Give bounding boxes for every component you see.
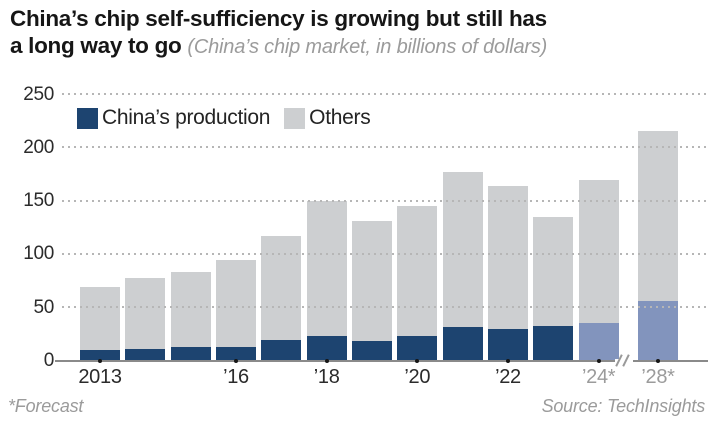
chart-header: China’s chip self-sufficiency is growing… — [10, 5, 706, 61]
gridline-150 — [62, 199, 707, 202]
bar-2013-others-segment — [80, 286, 120, 350]
gridline-250 — [62, 93, 707, 95]
bar-2021 — [442, 171, 483, 361]
bar-2019-china-production-segment — [351, 341, 392, 361]
bar-2019 — [351, 220, 392, 361]
bar-2018-china-production-segment — [306, 335, 347, 361]
x-tick-label-18: ’18 — [313, 366, 340, 388]
axis-tick-dot-20 — [415, 358, 420, 363]
gridline-200 — [62, 146, 707, 149]
bar-2016-china-production-segment — [215, 346, 256, 361]
bar-2017-others-segment — [261, 235, 302, 341]
chart-title-line2: a long way to go — [10, 33, 182, 58]
y-tick-label-250: 250 — [23, 83, 54, 105]
x-tick-label-22: ’22 — [495, 366, 521, 388]
chart-footer: *Forecast Source: TechInsights — [8, 396, 705, 417]
x-tick-label-2013: 2013 — [78, 366, 122, 388]
chart-subtitle: (China’s chip market, in billions of dol… — [187, 36, 548, 58]
bar-2020-others-segment — [397, 205, 438, 336]
axis-tick-dot-2013 — [98, 358, 102, 363]
gridline-50 — [62, 306, 707, 309]
chart-legend: China’s production Others — [77, 106, 384, 130]
bar-2024 — [578, 180, 619, 361]
axis-tick-dot-16 — [233, 358, 238, 363]
bar-2022 — [487, 185, 528, 361]
x-tick-label-16: ’16 — [223, 366, 249, 388]
bar-2018-others-segment — [306, 200, 347, 336]
bar-2013-china-production-segment — [80, 349, 120, 361]
bar-2021-china-production-segment — [442, 327, 483, 361]
y-tick-label-150: 150 — [23, 190, 54, 212]
bar-2021-others-segment — [442, 171, 483, 328]
axis-tick-dot-18 — [324, 358, 329, 363]
chart-title: China’s chip self-sufficiency is growing… — [10, 5, 706, 61]
bar-2020 — [397, 205, 438, 361]
bar-2023-china-production-segment — [533, 326, 574, 361]
legend-label-others: Others — [309, 106, 371, 129]
x-tick-label-20: ’20 — [404, 366, 431, 388]
legend-swatch-china-production — [77, 107, 98, 129]
y-tick-label-100: 100 — [23, 243, 54, 265]
x-tick-label-24: ’24* — [581, 366, 616, 388]
bar-2015-china-production-segment — [170, 346, 211, 361]
bar-2022-china-production-segment — [487, 328, 528, 361]
y-tick-label-0: 0 — [43, 350, 55, 371]
bar-2013 — [80, 286, 120, 361]
y-tick-label-50: 50 — [33, 296, 54, 318]
chart-title-line1: China’s chip self-sufficiency is growing… — [10, 6, 547, 31]
bar-2028 — [638, 131, 678, 361]
gridline-100 — [62, 252, 707, 255]
bar-2023-others-segment — [533, 216, 574, 327]
axis-tick-dot-28 — [656, 358, 660, 363]
bar-2024-china-production-segment — [578, 323, 619, 361]
bar-2014 — [125, 278, 166, 361]
bar-2017-china-production-segment — [261, 340, 302, 361]
bar-2016-others-segment — [215, 260, 256, 347]
bar-2024-others-segment — [578, 180, 619, 324]
bar-2028-others-segment — [638, 131, 678, 301]
bar-2015 — [170, 272, 211, 361]
bar-2016 — [215, 260, 256, 361]
bar-2023 — [533, 216, 574, 361]
bar-2020-china-production-segment — [397, 335, 438, 361]
bar-2014-china-production-segment — [125, 348, 166, 361]
axis-tick-dot-22 — [505, 358, 510, 363]
bar-2019-others-segment — [351, 220, 392, 342]
y-tick-label-200: 200 — [23, 136, 54, 158]
bar-2018 — [306, 200, 347, 361]
axis-tick-dot-24 — [596, 358, 601, 363]
bar-2015-others-segment — [170, 272, 211, 347]
forecast-note: *Forecast — [8, 396, 84, 416]
bar-2022-others-segment — [487, 185, 528, 329]
legend-swatch-others — [284, 107, 306, 129]
x-axis-line — [55, 359, 708, 362]
legend-label-china-production: China’s production — [102, 106, 271, 129]
source-credit: Source: TechInsights — [541, 396, 706, 416]
bar-2028-china-production-segment — [638, 300, 678, 361]
bar-2014-others-segment — [125, 278, 166, 349]
x-tick-label-28: ’28* — [641, 366, 675, 388]
